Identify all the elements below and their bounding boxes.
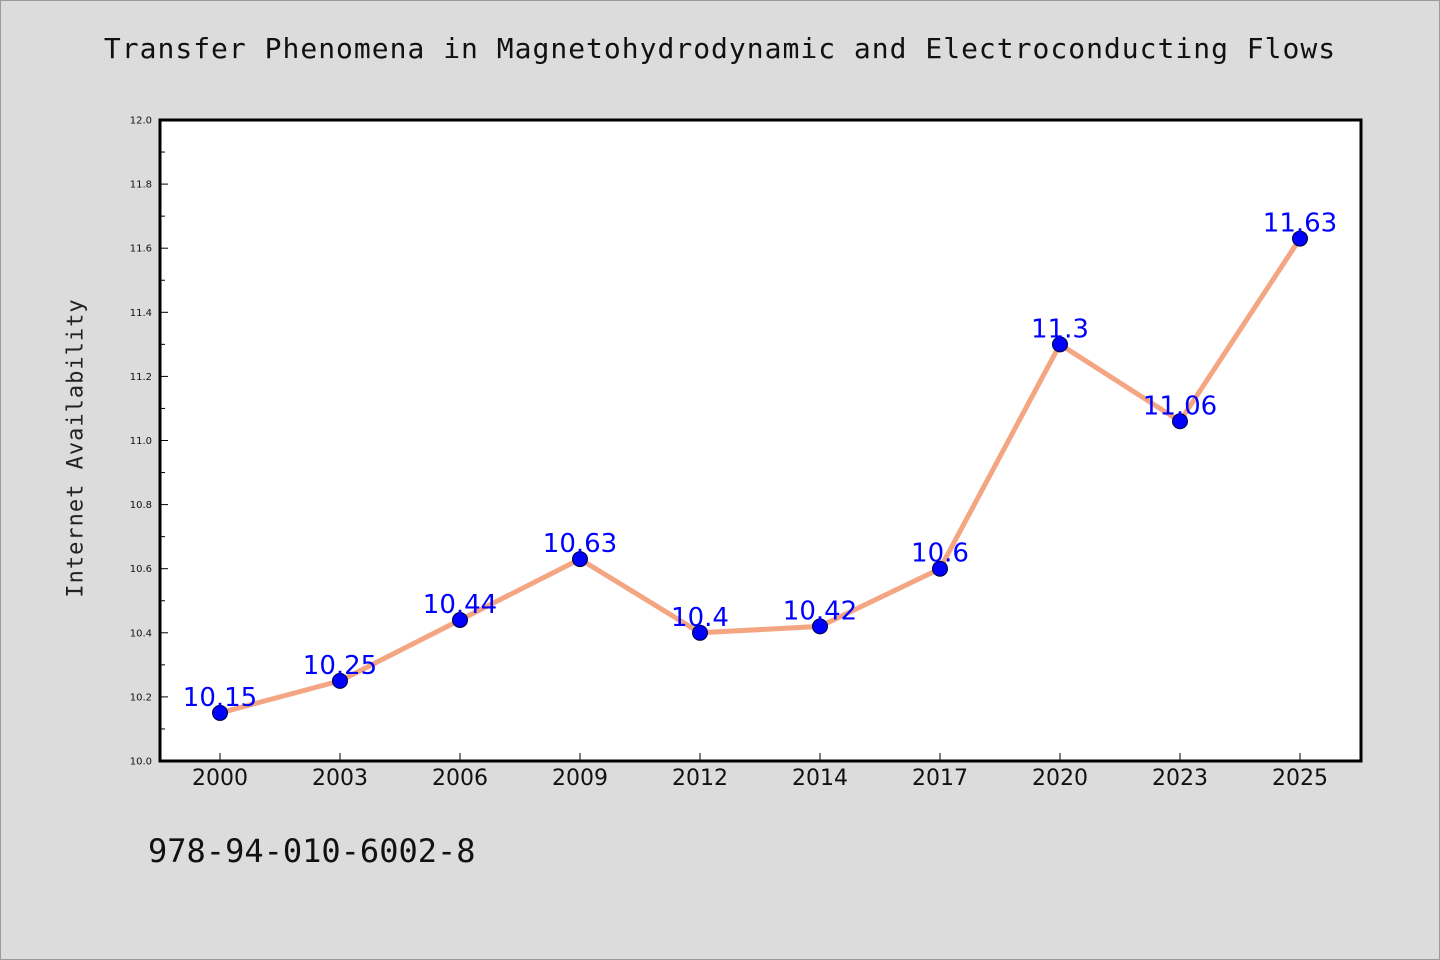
data-label: 10.44 xyxy=(423,590,497,620)
y-tick-label: 11.8 xyxy=(130,180,152,191)
plot-area xyxy=(160,120,1361,761)
y-tick-label: 12.0 xyxy=(130,116,152,127)
x-tick-label: 2003 xyxy=(312,766,368,791)
series-line xyxy=(217,236,1303,716)
y-tick-label: 10.6 xyxy=(130,564,152,575)
x-tick-label: 2014 xyxy=(792,766,848,791)
data-point xyxy=(1052,336,1068,353)
data-label: 11.06 xyxy=(1143,391,1217,421)
x-axis-ticks: 2000 2003 2006 2009 2012 2014 2017 2020 2023 2025 xyxy=(192,753,1328,791)
y-tick-label: 11.2 xyxy=(130,372,152,383)
y-tick-label: 11.4 xyxy=(130,308,152,319)
data-point xyxy=(932,560,948,577)
data-point xyxy=(812,618,828,635)
y-tick-label: 11.0 xyxy=(130,436,152,447)
data-points xyxy=(212,230,1308,721)
x-tick-label: 2023 xyxy=(1152,766,1208,791)
data-label: 10.25 xyxy=(303,651,377,681)
x-tick-label: 2017 xyxy=(912,766,968,791)
y-tick-label: 10.8 xyxy=(130,500,152,511)
data-point xyxy=(1292,230,1308,247)
plot-border xyxy=(158,118,1363,763)
y-tick-label: 10.2 xyxy=(130,692,152,703)
data-point xyxy=(452,611,468,628)
data-point xyxy=(332,672,348,689)
data-label: 11.63 xyxy=(1263,209,1337,239)
isbn-text: 978-94-010-6002-8 xyxy=(148,832,476,870)
data-label: 10.4 xyxy=(671,603,729,633)
x-tick-label: 2020 xyxy=(1032,766,1088,791)
data-label: 10.15 xyxy=(183,683,257,713)
data-label: 11.3 xyxy=(1031,314,1089,344)
x-tick-label: 2012 xyxy=(672,766,728,791)
y-tick-label: 10.0 xyxy=(130,757,152,768)
chart-title: Transfer Phenomena in Magnetohydrodynami… xyxy=(103,32,1337,65)
data-label: 10.6 xyxy=(911,539,969,569)
y-tick-label: 11.6 xyxy=(130,244,152,255)
data-label: 10.63 xyxy=(543,529,617,559)
data-point xyxy=(212,704,228,721)
data-point xyxy=(692,624,708,641)
x-tick-label: 2006 xyxy=(432,766,488,791)
x-tick-label: 2009 xyxy=(552,766,608,791)
data-point xyxy=(1172,413,1188,430)
data-point xyxy=(572,551,588,568)
x-tick-label: 2000 xyxy=(192,766,248,791)
y-tick-label: 10.4 xyxy=(130,628,152,639)
x-tick-label: 2025 xyxy=(1272,766,1328,791)
data-label: 10.42 xyxy=(783,596,857,626)
data-labels: 10.15 10.25 10.44 10.63 10.4 10.42 10.6 11.3 11.… xyxy=(183,209,1337,713)
